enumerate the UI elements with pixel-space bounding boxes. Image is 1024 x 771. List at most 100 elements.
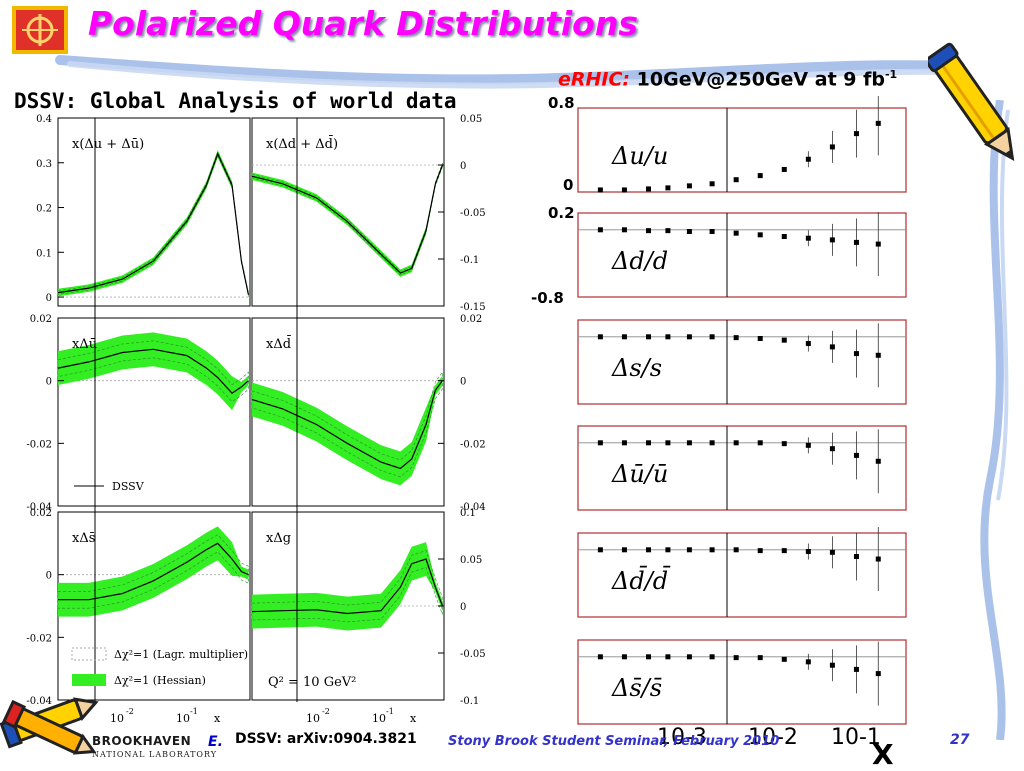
header-logo: [12, 6, 68, 54]
y-tick-label: -0.04: [460, 502, 486, 513]
lab-subname: NATIONAL LABORATORY: [92, 750, 218, 759]
y-tick-label: -0.15: [460, 302, 486, 313]
data-point: [853, 452, 859, 458]
dssv-curve: [57, 152, 250, 295]
erhic-value: 10GeV@250GeV at 9 fb: [636, 68, 885, 91]
lagrange-band: [251, 550, 443, 623]
data-point: [645, 228, 651, 234]
data-point: [597, 440, 603, 446]
asym-panel-frame: [577, 639, 907, 725]
data-point: [686, 654, 692, 660]
data-point: [621, 187, 627, 193]
y-tick-label: 0: [46, 571, 52, 582]
data-point: [733, 335, 739, 341]
lagrange-band: [251, 163, 443, 276]
data-point: [733, 440, 739, 446]
data-point: [709, 228, 715, 234]
data-point: [665, 440, 671, 446]
data-point: [829, 344, 835, 350]
data-point: [805, 659, 811, 665]
asym-panel-label: Δd/d: [611, 247, 668, 275]
y-tick-label: 0.05: [460, 114, 482, 125]
data-point: [805, 156, 811, 162]
data-point: [709, 440, 715, 446]
asym-panel-label: Δs̄/s̄: [611, 674, 662, 702]
y-tick-label: -0.04: [26, 502, 52, 513]
uncertainty-band: [252, 163, 443, 277]
data-point: [645, 547, 651, 553]
right-ylabel-top: 0.8: [548, 94, 575, 112]
data-point: [621, 547, 627, 553]
asym-panel-frame: [577, 319, 907, 405]
data-point: [805, 235, 811, 241]
y-tick-label: 0.4: [36, 114, 52, 125]
data-point: [665, 547, 671, 553]
data-point: [757, 548, 763, 554]
legend-lagr-swatch: [71, 647, 107, 661]
data-point: [597, 187, 603, 193]
data-point: [829, 662, 835, 668]
x-tick-label: 10-1: [831, 725, 881, 750]
right-ylabel-bottom: -0.8: [531, 289, 564, 307]
legend-lagr-label: Δχ²=1 (Lagr. multiplier): [114, 648, 248, 661]
asym-panel-label: Δd̄/d̄: [611, 566, 671, 595]
uncertainty-band: [58, 526, 249, 617]
y-tick-label: 0.3: [36, 159, 52, 170]
data-point: [621, 440, 627, 446]
footer-seminar: Stony Brook Student Seminar, February 20…: [448, 734, 780, 749]
x-tick-label: -1: [386, 707, 394, 716]
asym-panel-frame: [577, 107, 907, 193]
dssv-curve: [251, 164, 444, 274]
data-point: [781, 656, 787, 662]
x-tick-label: 10: [176, 712, 190, 725]
data-point: [829, 237, 835, 243]
panel-frame: [251, 117, 445, 307]
right-ylabel-zero: 0: [563, 176, 574, 194]
data-point: [686, 547, 692, 553]
y-tick-label: 0.02: [460, 314, 482, 325]
data-point: [853, 666, 859, 672]
data-point: [781, 337, 787, 343]
panel-label: x(Δu + Δū): [72, 137, 144, 152]
data-point: [805, 442, 811, 448]
data-point: [621, 654, 627, 660]
data-point: [875, 120, 881, 126]
x-tick-label: -1: [190, 707, 198, 716]
data-point: [733, 547, 739, 553]
legend-hessian-swatch: [72, 674, 106, 686]
data-point: [686, 440, 692, 446]
data-point: [686, 183, 692, 189]
pencil-icon: [928, 42, 1015, 161]
x-tick-label: 10: [110, 712, 124, 725]
data-point: [665, 654, 671, 660]
data-point: [875, 671, 881, 677]
data-point: [665, 334, 671, 340]
data-point: [805, 341, 811, 347]
asym-panel-label: Δs/s: [611, 354, 662, 382]
data-point: [757, 655, 763, 661]
x-tick-label: -2: [322, 707, 330, 716]
uncertainty-band: [58, 332, 249, 411]
data-point: [853, 351, 859, 357]
header-swoosh: [55, 55, 965, 89]
erhic-figure: Δu/u Δd/d Δs/s Δū/ū Δd̄/d̄ Δs̄/s̄ 10-3 10-2 10-1: [577, 96, 907, 750]
data-point: [621, 334, 627, 340]
q2-annotation: Q² = 10 GeV²: [268, 675, 356, 690]
data-point: [686, 228, 692, 234]
asym-panel-label: Δu/u: [611, 142, 668, 170]
data-point: [597, 227, 603, 233]
data-point: [709, 334, 715, 340]
data-point: [665, 185, 671, 191]
y-tick-label: -0.04: [26, 696, 52, 707]
page-number: 27: [950, 732, 970, 748]
dssv-curve: [251, 558, 444, 615]
data-point: [645, 654, 651, 660]
data-point: [597, 334, 603, 340]
side-swoosh: [980, 100, 1010, 740]
data-point: [665, 228, 671, 234]
data-point: [875, 458, 881, 464]
data-point: [781, 166, 787, 172]
x-tick-label: 10-2: [748, 725, 798, 750]
legend-dssv-label: DSSV: [112, 480, 145, 493]
data-point: [853, 131, 859, 137]
